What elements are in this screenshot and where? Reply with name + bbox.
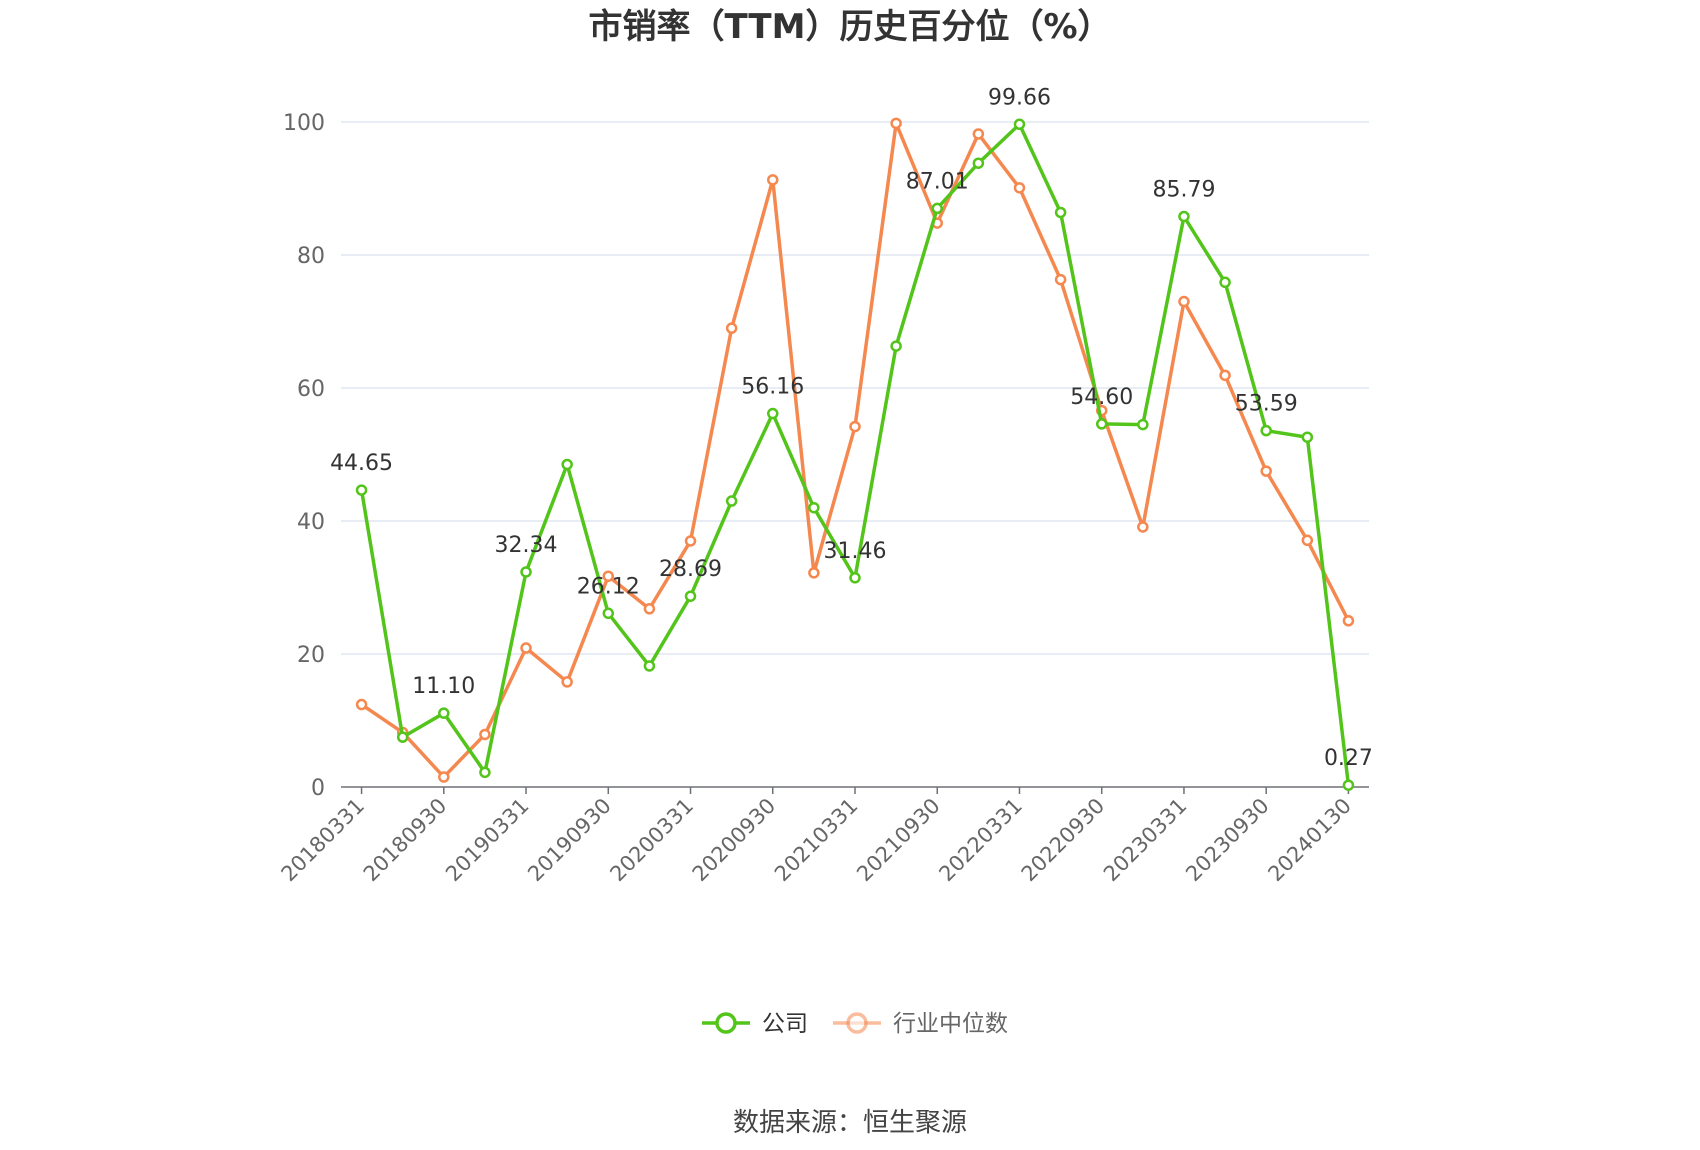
data-point — [725, 322, 738, 334]
data-point — [602, 607, 615, 620]
data-point — [1301, 534, 1314, 547]
series-line-1 — [360, 121, 1350, 779]
x-tick-label: 20240130 — [1263, 794, 1356, 887]
data-label: 99.66 — [988, 85, 1051, 110]
data-point — [1219, 369, 1231, 382]
data-point — [602, 570, 615, 582]
legend-marker — [846, 1012, 868, 1034]
data-label: 28.69 — [659, 557, 722, 582]
data-point — [438, 771, 450, 783]
data-label: 87.01 — [906, 169, 969, 194]
legend[interactable]: 公司 行业中位数 — [702, 1011, 1008, 1037]
data-point — [1137, 418, 1149, 431]
x-tick-label: 20230930 — [1181, 794, 1274, 887]
data-point — [684, 535, 697, 547]
grid — [341, 121, 1369, 655]
data-source: 数据来源：恒生聚源 — [733, 1108, 967, 1138]
y-tick-label: 100 — [283, 111, 325, 136]
data-point — [1013, 182, 1026, 194]
data-point — [849, 420, 861, 433]
legend-label: 公司 — [762, 1011, 808, 1037]
chart-title: 市销率（TTM）历史百分位（%） — [588, 7, 1111, 47]
data-point — [890, 117, 902, 130]
x-tick-label: 20220930 — [1017, 794, 1110, 887]
data-label: 32.34 — [495, 533, 558, 558]
data-point — [1301, 431, 1314, 443]
data-point — [520, 566, 532, 578]
data-point — [438, 707, 450, 719]
legend-item-1[interactable]: 行业中位数 — [833, 1011, 1008, 1037]
data-point — [1342, 779, 1355, 791]
data-point — [931, 202, 943, 215]
data-point — [479, 766, 491, 779]
data-point — [1054, 206, 1067, 219]
data-label: 85.79 — [1152, 177, 1215, 202]
series-layer — [355, 117, 1355, 791]
x-tick-label: 20210930 — [852, 794, 945, 887]
data-label: 54.60 — [1070, 385, 1133, 410]
data-point — [767, 174, 779, 186]
data-point — [643, 603, 656, 615]
data-point — [1013, 118, 1026, 131]
data-point — [808, 567, 820, 579]
x-tick-label: 20190331 — [441, 794, 534, 887]
data-label: 53.59 — [1235, 392, 1298, 417]
data-labels: 44.65 11.10 32.34 26.12 28.69 56.16 31.46 87.01… — [330, 85, 1373, 771]
data-point — [808, 501, 820, 514]
data-point — [520, 642, 532, 654]
legend-item-0[interactable]: 公司 — [702, 1011, 808, 1037]
data-point — [396, 731, 409, 743]
y-tick-label: 80 — [297, 244, 325, 269]
data-point — [767, 407, 779, 420]
data-point — [1095, 418, 1108, 430]
x-tick-label: 20190930 — [523, 794, 616, 887]
data-point — [643, 660, 656, 672]
data-point — [1054, 273, 1067, 286]
data-point — [1137, 521, 1149, 533]
data-point — [1178, 295, 1190, 308]
data-point — [1260, 424, 1272, 437]
data-point — [1178, 210, 1190, 223]
data-point — [972, 157, 985, 169]
data-point — [355, 698, 368, 711]
x-tick-label: 20230331 — [1099, 794, 1192, 887]
data-point — [1342, 615, 1355, 627]
x-tick-label: 20180331 — [277, 794, 370, 887]
data-point — [561, 458, 573, 471]
data-point — [849, 572, 861, 584]
y-tick-label: 40 — [297, 510, 325, 535]
data-point — [561, 676, 573, 688]
legend-marker — [715, 1012, 737, 1034]
data-label: 26.12 — [577, 574, 640, 599]
y-tick-label: 20 — [297, 643, 325, 668]
x-tick-label: 20200930 — [688, 794, 781, 887]
data-label: 11.10 — [412, 674, 475, 699]
data-point — [684, 590, 697, 602]
x-tick-label: 20220331 — [934, 794, 1027, 887]
data-point — [1260, 465, 1272, 477]
x-tick-label: 20200331 — [606, 794, 699, 887]
axes: 0 20 40 60 80 100 2018033120180930201903312019… — [277, 111, 1369, 886]
data-point — [725, 495, 738, 507]
data-label: 44.65 — [330, 451, 393, 476]
y-tick-label: 0 — [311, 776, 325, 801]
y-tick-label: 60 — [297, 377, 325, 402]
data-point — [890, 340, 902, 352]
x-tick-label: 20210331 — [770, 794, 863, 887]
data-label: 56.16 — [741, 375, 804, 400]
data-point — [972, 128, 985, 140]
x-tick-label: 20180930 — [359, 794, 452, 887]
data-label: 0.27 — [1324, 746, 1373, 771]
data-label: 31.46 — [824, 539, 887, 564]
data-point — [355, 484, 368, 496]
legend-label: 行业中位数 — [893, 1011, 1008, 1037]
data-point — [1219, 276, 1231, 289]
data-point — [479, 728, 491, 741]
